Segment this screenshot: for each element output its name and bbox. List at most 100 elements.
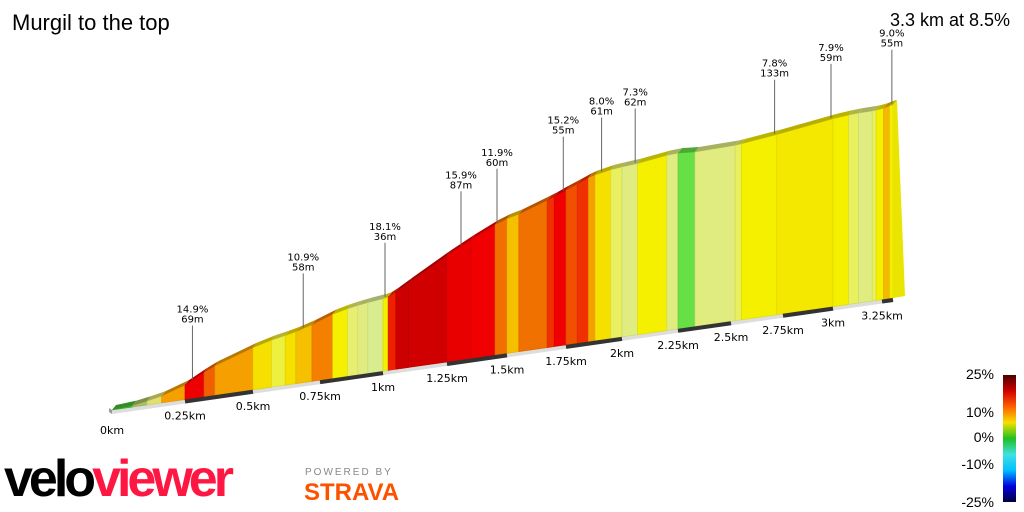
km-tick-bar <box>319 371 384 385</box>
profile-segment-top <box>776 113 837 135</box>
profile-segment <box>357 302 369 376</box>
profile-segment-top <box>204 360 219 373</box>
annotation-grade: 14.9% <box>177 304 209 315</box>
x-tick-label: 0.25km <box>164 410 206 423</box>
annotation-length: 69m <box>181 314 203 325</box>
profile-segment-top <box>735 138 746 146</box>
profile-segment <box>594 169 612 342</box>
profile-base-end <box>109 408 112 414</box>
x-tick-label: 1km <box>371 381 395 394</box>
profile-segment <box>446 238 472 363</box>
profile-segment <box>553 189 567 347</box>
profile-segment <box>311 313 333 382</box>
x-tick-label: 1.75km <box>545 355 587 368</box>
annotation-grade: 15.9% <box>445 170 477 181</box>
annotation-length: 59m <box>820 53 842 64</box>
profile-segment <box>734 143 742 321</box>
profile-segment-top <box>876 103 888 111</box>
profile-segment-top <box>471 219 499 240</box>
profile-segment-top <box>367 293 387 303</box>
strava-logo: STRAVA <box>304 479 400 506</box>
profile-segment <box>889 104 894 299</box>
profile-segment-top <box>518 195 552 215</box>
km-tick-bar <box>565 336 623 349</box>
x-tick-label: 1.5km <box>490 363 525 376</box>
profile-segment-top <box>678 147 699 154</box>
x-tick-label: 2.75km <box>762 324 804 337</box>
annotation-length: 87m <box>450 180 472 191</box>
annotation-grade: 8.0% <box>589 96 614 107</box>
profile-segment-top <box>388 286 400 297</box>
profile-segment-top <box>595 164 615 175</box>
profile-segment-top <box>271 330 290 341</box>
profile-segment-top <box>741 129 781 144</box>
profile-segment <box>408 254 448 368</box>
profile-segment <box>776 118 834 316</box>
profile-segment <box>518 199 548 353</box>
annotation-grade: 10.9% <box>287 252 319 263</box>
km-tick-bar <box>446 353 508 366</box>
profile-segment-top <box>848 108 863 116</box>
profile-segment <box>858 110 873 304</box>
profile-segment <box>382 296 389 372</box>
profile-segment <box>367 298 384 374</box>
legend-label: -25% <box>961 494 994 510</box>
annotation-length: 61m <box>590 106 612 117</box>
km-tick-bar <box>677 321 732 333</box>
profile-segment <box>588 174 596 343</box>
profile-segment <box>387 291 397 371</box>
km-tick-bar <box>881 298 894 304</box>
profile-segment <box>252 339 273 391</box>
legend-label: -10% <box>961 456 994 472</box>
profile-segment-top <box>112 400 137 410</box>
profile-segment <box>470 224 496 359</box>
annotation-grade: 7.8% <box>762 59 787 70</box>
profile-segment-top <box>889 100 897 106</box>
x-tick-label: 0.5km <box>236 400 271 413</box>
annotation-length: 36m <box>374 232 396 243</box>
km-tick-bar <box>184 389 254 404</box>
profile-segment-top <box>547 191 559 201</box>
annotation-grade: 15.2% <box>547 116 579 127</box>
gradient-legend-bar <box>1003 375 1016 502</box>
legend-label: 0% <box>973 429 994 445</box>
profile-segment <box>666 152 679 331</box>
profile-segment <box>677 151 696 330</box>
profile-segment <box>832 114 849 307</box>
profile-segment <box>395 281 409 370</box>
profile-segment-top <box>622 158 642 167</box>
profile-segment <box>883 105 891 300</box>
x-tick-label: 3km <box>821 317 845 330</box>
profile-segment-top <box>694 140 740 153</box>
profile-segment-top <box>185 367 209 386</box>
profile-segment-top <box>311 309 337 325</box>
profile-segment-top <box>883 100 894 109</box>
annotation-length: 133m <box>760 69 789 80</box>
climb-summary: 3.3 km at 8.5% <box>889 10 1010 30</box>
profile-segment <box>875 107 884 301</box>
profile-segment-top <box>383 291 393 299</box>
profile-segment-top <box>495 213 511 225</box>
profile-segment-top <box>858 105 877 114</box>
profile-segment-top <box>285 326 300 336</box>
x-tick-label: 1.25km <box>426 372 468 385</box>
profile-segment <box>546 196 555 348</box>
annotation-length: 62m <box>624 98 646 109</box>
legend-label: 10% <box>965 404 994 420</box>
profile-segment-top <box>507 209 523 219</box>
profile-segment <box>576 177 589 344</box>
legend-label: 25% <box>965 366 994 382</box>
annotation-length: 55m <box>881 39 903 50</box>
profile-segment <box>494 218 508 356</box>
profile-segment-top <box>161 380 189 397</box>
x-tick-label: 2.25km <box>657 339 699 352</box>
profile-segment <box>347 305 359 377</box>
climb-title: Murgil to the top <box>12 10 170 35</box>
x-tick-label: 0.75km <box>299 390 341 403</box>
km-tick-bar <box>782 306 834 318</box>
profile-segment <box>610 166 623 339</box>
profile-segment-top <box>666 148 682 156</box>
profile-segment <box>332 308 349 379</box>
veloviewer-logo: veloviewer <box>4 450 234 508</box>
profile-segment-top <box>554 184 570 197</box>
